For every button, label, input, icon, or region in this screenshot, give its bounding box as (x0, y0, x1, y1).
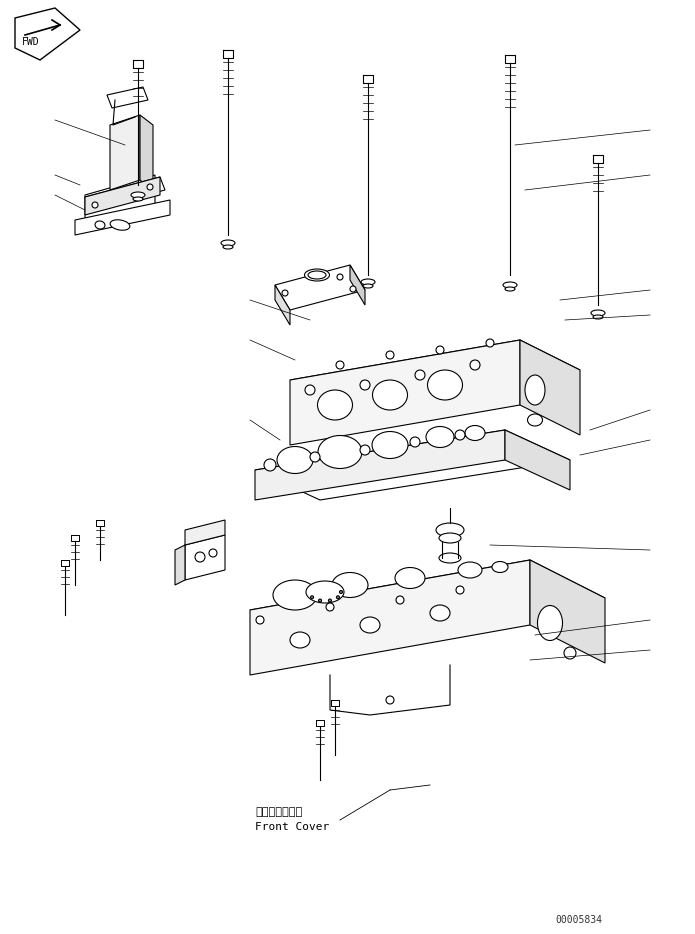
Polygon shape (520, 340, 580, 435)
Ellipse shape (310, 452, 320, 462)
Polygon shape (75, 200, 170, 235)
Ellipse shape (426, 427, 454, 447)
Ellipse shape (282, 290, 288, 296)
Ellipse shape (277, 446, 313, 474)
Polygon shape (85, 175, 155, 230)
Ellipse shape (273, 580, 317, 610)
Ellipse shape (564, 647, 576, 659)
Ellipse shape (209, 549, 217, 557)
Ellipse shape (306, 581, 344, 603)
Ellipse shape (360, 617, 380, 633)
Ellipse shape (337, 274, 343, 280)
Ellipse shape (492, 561, 508, 573)
Polygon shape (350, 265, 365, 305)
Ellipse shape (339, 590, 343, 593)
Polygon shape (185, 535, 225, 580)
Ellipse shape (336, 596, 339, 599)
Polygon shape (255, 430, 570, 500)
Ellipse shape (503, 282, 517, 288)
Ellipse shape (318, 435, 362, 469)
Ellipse shape (361, 279, 375, 285)
Ellipse shape (410, 437, 420, 447)
Ellipse shape (456, 586, 464, 594)
Ellipse shape (528, 414, 543, 426)
Polygon shape (275, 265, 365, 310)
Text: Front Cover: Front Cover (255, 822, 329, 832)
Ellipse shape (458, 562, 482, 578)
Ellipse shape (439, 553, 461, 563)
Ellipse shape (318, 390, 352, 420)
Ellipse shape (386, 696, 394, 704)
Ellipse shape (505, 287, 515, 291)
Ellipse shape (350, 286, 356, 292)
Ellipse shape (332, 573, 368, 598)
Ellipse shape (386, 351, 394, 359)
Ellipse shape (465, 426, 485, 441)
Polygon shape (175, 545, 185, 585)
Ellipse shape (131, 192, 145, 198)
Ellipse shape (360, 445, 370, 455)
Ellipse shape (591, 310, 605, 316)
Polygon shape (110, 115, 140, 190)
Ellipse shape (221, 240, 235, 246)
Ellipse shape (308, 271, 326, 279)
Ellipse shape (336, 361, 344, 369)
Ellipse shape (436, 523, 464, 537)
Ellipse shape (147, 184, 153, 190)
Ellipse shape (95, 221, 105, 229)
Ellipse shape (305, 385, 315, 395)
Polygon shape (255, 430, 505, 500)
Ellipse shape (436, 346, 444, 354)
Ellipse shape (372, 432, 408, 459)
Polygon shape (140, 115, 153, 190)
Polygon shape (530, 560, 605, 663)
Polygon shape (290, 340, 580, 410)
Ellipse shape (110, 219, 130, 230)
Ellipse shape (264, 459, 276, 471)
Polygon shape (250, 560, 530, 675)
Ellipse shape (92, 202, 98, 208)
Polygon shape (250, 560, 605, 648)
Polygon shape (85, 177, 165, 210)
Polygon shape (505, 430, 570, 490)
Ellipse shape (326, 603, 334, 611)
Ellipse shape (195, 552, 205, 562)
Ellipse shape (311, 596, 313, 599)
Ellipse shape (133, 197, 143, 201)
Ellipse shape (396, 596, 404, 604)
Ellipse shape (415, 370, 425, 380)
Ellipse shape (223, 245, 233, 249)
Text: FWD: FWD (22, 37, 40, 47)
Ellipse shape (363, 284, 373, 288)
Ellipse shape (360, 380, 370, 390)
Text: フロントカバー: フロントカバー (255, 807, 302, 817)
Ellipse shape (256, 616, 264, 624)
Polygon shape (85, 177, 160, 215)
Ellipse shape (427, 370, 462, 400)
Ellipse shape (486, 339, 494, 347)
Ellipse shape (525, 375, 545, 405)
Polygon shape (107, 87, 148, 108)
Text: 00005834: 00005834 (555, 915, 602, 925)
Ellipse shape (304, 269, 329, 281)
Polygon shape (185, 520, 225, 545)
Ellipse shape (329, 599, 332, 602)
Ellipse shape (470, 360, 480, 370)
Polygon shape (15, 8, 80, 60)
Polygon shape (275, 285, 290, 325)
Ellipse shape (455, 430, 465, 440)
Ellipse shape (318, 599, 322, 602)
Ellipse shape (593, 315, 603, 319)
Ellipse shape (537, 605, 562, 641)
Polygon shape (290, 340, 520, 445)
Ellipse shape (373, 380, 407, 410)
Ellipse shape (290, 632, 310, 648)
Ellipse shape (430, 605, 450, 621)
Ellipse shape (395, 568, 425, 588)
Ellipse shape (439, 533, 461, 543)
